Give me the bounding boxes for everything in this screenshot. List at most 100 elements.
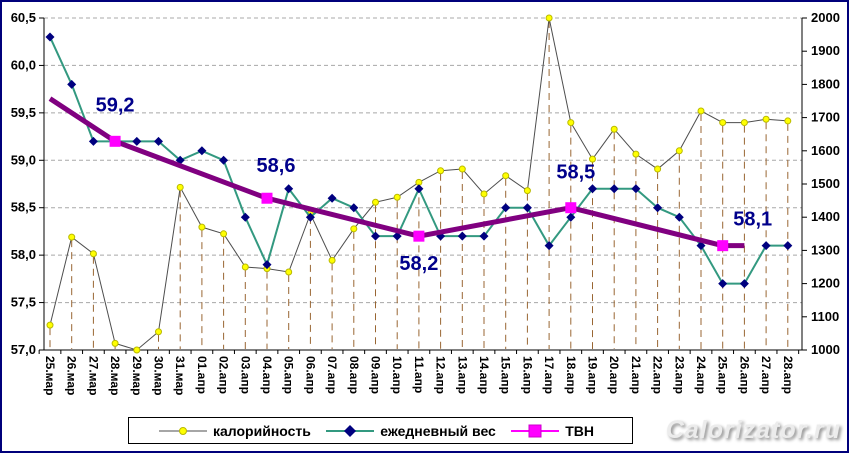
tvn-data-label: 58,2 <box>399 253 438 275</box>
x-axis-label: 13.апр <box>455 356 469 394</box>
weight-point <box>219 155 229 165</box>
legend-label-calories: калорийность <box>213 422 311 439</box>
x-axis-label: 15.апр <box>499 356 513 394</box>
calories-point <box>654 165 662 173</box>
x-axis-label: 31.мар <box>173 356 187 395</box>
tvn-line-sample-icon <box>511 424 560 437</box>
weight-point <box>197 146 207 156</box>
x-axis-label: 28.апр <box>781 356 795 394</box>
x-axis-label: 06.апр <box>303 356 317 394</box>
watermark: Calorizator.ru <box>665 416 841 444</box>
x-axis-label: 26.апр <box>737 356 751 394</box>
calories-point <box>111 339 119 347</box>
weight-point <box>674 212 684 222</box>
tvn-data-label: 58,6 <box>257 155 296 177</box>
x-axis-label: 22.апр <box>651 356 665 394</box>
weight-point <box>479 231 489 241</box>
weight-point <box>609 184 619 194</box>
left-axis-label: 57,5 <box>11 295 36 310</box>
weight-point <box>349 203 359 213</box>
tvn-point <box>717 240 729 252</box>
x-axis-label: 17.апр <box>542 356 556 394</box>
calories-point <box>155 328 162 336</box>
x-axis-label: 27.мар <box>86 356 100 395</box>
calories-point <box>198 223 206 231</box>
calories-point <box>545 14 553 22</box>
weight-point <box>718 279 728 289</box>
calories-point <box>632 150 640 158</box>
weight-point <box>414 184 424 194</box>
calories-point <box>784 117 792 125</box>
weight-point <box>566 212 576 222</box>
calories-point <box>480 190 488 198</box>
weight-series <box>45 32 793 289</box>
right-axis-label: 1500 <box>811 176 840 191</box>
x-axis-label: 28.мар <box>108 356 122 395</box>
x-axis-label: 16.апр <box>520 356 534 394</box>
tvn-point <box>413 230 425 242</box>
x-axis-label: 29.мар <box>130 356 144 395</box>
x-axis-label: 27.апр <box>759 356 773 394</box>
legend-label-weight: ежедневный вес <box>380 422 496 439</box>
calories-point <box>241 263 249 271</box>
x-axis-label: 19.апр <box>586 356 600 394</box>
left-axis-label: 59,5 <box>11 105 36 120</box>
x-axis-label: 08.апр <box>347 356 361 394</box>
legend-item-weight: ежедневный вес <box>326 423 496 439</box>
weight-point <box>588 184 597 194</box>
calories-point <box>675 147 683 155</box>
right-axis-label: 2000 <box>811 10 840 25</box>
calories-point <box>393 193 401 201</box>
weight-point <box>45 32 55 42</box>
tvn-series: 59,2 58,6 58,2 58,5 58,1 <box>48 94 772 275</box>
weight-point <box>88 136 98 146</box>
x-axis-label: 04.апр <box>260 356 274 394</box>
weight-point <box>284 184 294 194</box>
x-axis-label: 10.апр <box>390 356 404 394</box>
weight-point <box>262 260 272 270</box>
tvn-point <box>261 192 273 204</box>
weight-point <box>696 241 706 251</box>
tvn-point <box>109 135 121 147</box>
weight-point <box>154 136 163 146</box>
tvn-data-label: 58,5 <box>556 162 595 184</box>
legend: калорийность ежедневный вес ТВН <box>128 417 633 444</box>
x-axis-label: 07.апр <box>325 356 339 394</box>
calories-point <box>762 115 770 123</box>
left-axis-label: 58,5 <box>11 200 36 215</box>
calories-point <box>68 233 76 241</box>
x-axis-label: 09.апр <box>369 356 383 394</box>
x-axis-label: 14.апр <box>477 356 491 394</box>
left-axis-label: 60,0 <box>11 57 36 72</box>
x-axis-label: 25.апр <box>716 356 730 394</box>
x-axis-label: 02.апр <box>217 356 231 394</box>
x-axis-label: 30.мар <box>152 356 166 395</box>
gridlines <box>44 17 802 351</box>
calories-point <box>372 198 379 206</box>
weight-point <box>783 241 793 251</box>
calories-point <box>220 230 228 238</box>
weight-point <box>653 203 663 213</box>
right-axis-label: 1600 <box>811 143 840 158</box>
calories-point <box>46 321 54 329</box>
x-axis-label: 26.мар <box>65 356 79 395</box>
left-axis-label: 60,5 <box>11 10 36 25</box>
weight-point <box>631 184 641 194</box>
x-axis-label: 21.апр <box>629 356 643 394</box>
weight-point <box>240 212 250 222</box>
tvn-data-label: 58,1 <box>733 209 772 231</box>
left-axis-label: 59,0 <box>11 152 36 167</box>
weight-point <box>544 241 554 251</box>
weight-point <box>501 203 511 213</box>
x-axis-label: 05.апр <box>282 356 296 394</box>
right-axis-label: 1900 <box>811 43 840 58</box>
calories-point <box>523 187 531 195</box>
calories-point <box>437 167 445 175</box>
weight-point <box>739 279 749 289</box>
right-axis-label: 1800 <box>811 76 840 91</box>
weight-line-sample-icon <box>326 424 375 437</box>
weight-point <box>457 231 467 241</box>
weight-point <box>392 231 402 241</box>
weight-point <box>522 203 532 213</box>
